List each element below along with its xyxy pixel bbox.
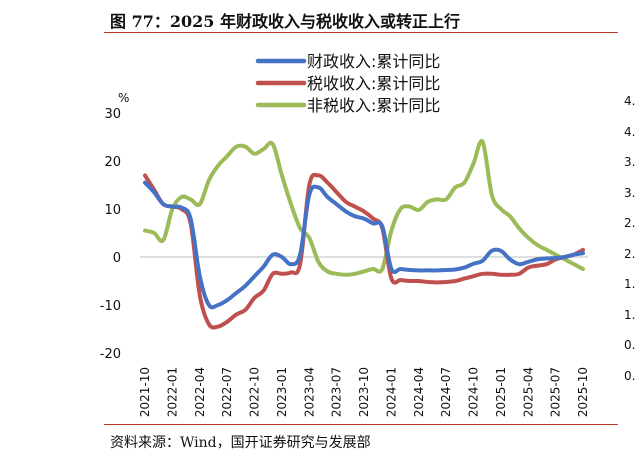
series-line-1 xyxy=(143,180,585,310)
y-axis-ticks: 30 20 10 0 -10 -20 xyxy=(100,107,121,362)
legend-label: 税收收入:累计同比 xyxy=(307,74,440,93)
x-tick-label: 2023-10 xyxy=(357,367,371,417)
x-tick-label: 2025-07 xyxy=(549,367,563,417)
x-tick-label: 2023-01 xyxy=(275,367,289,417)
x-tick-label: 2022-10 xyxy=(248,367,262,417)
x-tick-label: 2023-04 xyxy=(302,367,316,417)
right-axis-label: 3. xyxy=(624,155,636,169)
y-tick-label: 10 xyxy=(104,203,121,218)
x-tick-label: 2025-01 xyxy=(494,367,508,417)
right-axis-label: 0. xyxy=(624,338,636,352)
right-axis-label: 4. xyxy=(624,94,636,108)
series-line-2 xyxy=(143,172,585,330)
y-axis-unit: % xyxy=(118,91,129,105)
x-tick-label: 2022-04 xyxy=(193,367,207,417)
right-axis-label: 0. xyxy=(624,368,636,383)
y-tick-label: 0 xyxy=(113,251,121,266)
right-axis-label: 2. xyxy=(624,216,636,230)
y-tick-label: 20 xyxy=(104,155,121,170)
x-tick-label: 2024-04 xyxy=(412,367,426,417)
title-divider xyxy=(104,32,618,33)
right-axis-label: 4. xyxy=(624,124,636,139)
figure-title: 图 77：2025 年财政收入与税收收入或转正上行 xyxy=(110,12,460,31)
right-axis-label: 1. xyxy=(624,307,636,322)
series-line-3 xyxy=(143,138,585,277)
x-tick-label: 2023-07 xyxy=(330,367,344,417)
right-axis-label: 3. xyxy=(624,185,636,200)
x-tick-label: 2021-10 xyxy=(138,367,152,417)
x-tick-label: 2022-01 xyxy=(165,367,179,417)
footer-divider xyxy=(104,424,618,425)
y-tick-label: -20 xyxy=(100,347,121,362)
legend-label: 非税收入:累计同比 xyxy=(307,96,440,115)
x-tick-label: 2022-07 xyxy=(220,367,234,417)
y-tick-label: 30 xyxy=(104,107,121,122)
right-axis-label: 2. xyxy=(624,246,636,261)
x-tick-label: 2024-07 xyxy=(439,367,453,417)
x-tick-label: 2024-10 xyxy=(467,367,481,417)
legend-label: 财政收入:累计同比 xyxy=(307,52,440,71)
right-axis-label: 1. xyxy=(624,277,636,291)
x-tick-label: 2025-04 xyxy=(521,367,535,417)
x-axis-ticks: 2021-10 2022-01 2022-04 2022-07 2022-10 2023-… xyxy=(138,367,590,417)
x-tick-label: 2025-10 xyxy=(576,367,590,417)
x-tick-label: 2024-01 xyxy=(384,367,398,417)
y-tick-label: -10 xyxy=(100,299,121,314)
source-note: 资料来源：Wind，国开证券研究与发展部 xyxy=(110,435,371,451)
series-group xyxy=(143,138,585,330)
